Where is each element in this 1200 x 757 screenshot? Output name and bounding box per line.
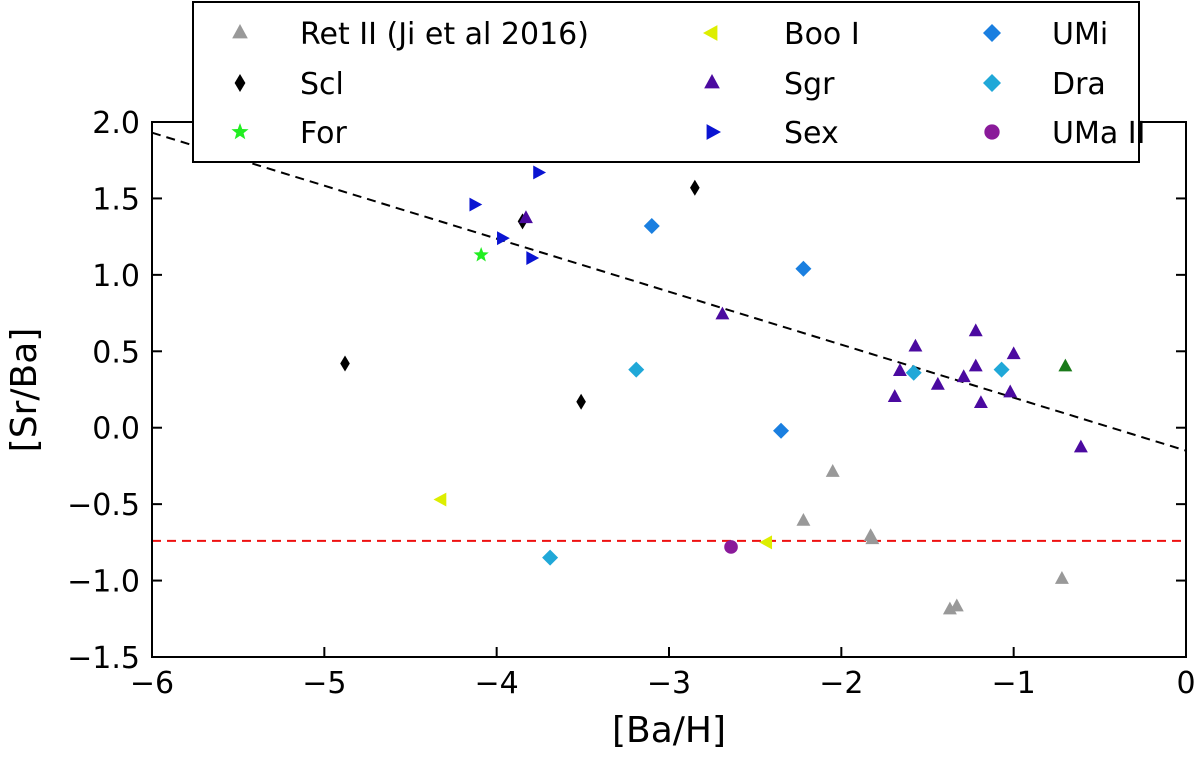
point-scl-0 xyxy=(340,355,350,372)
plot-frame xyxy=(151,121,1187,658)
legend-box xyxy=(192,1,1140,163)
point-sgr-11 xyxy=(1006,346,1021,360)
point-scl-2 xyxy=(576,393,586,410)
legend-label-uma-ii: UMa II xyxy=(1052,116,1145,151)
point-unlabeled-0 xyxy=(1058,358,1073,372)
point-dra-0 xyxy=(628,361,645,378)
point-sex-3 xyxy=(533,165,547,180)
x-axis-label: [Ba/H] xyxy=(612,710,726,751)
point-dra-1 xyxy=(542,549,559,566)
y-tick-label: 0.5 xyxy=(92,335,140,370)
legend-marker-umi xyxy=(983,24,1001,42)
point-sgr-3 xyxy=(892,363,907,376)
point-for-0 xyxy=(473,246,489,262)
x-tick-label: −1 xyxy=(992,666,1036,701)
legend-label-umi: UMi xyxy=(1052,17,1108,52)
trend-line xyxy=(151,131,1187,452)
point-umi-1 xyxy=(795,260,812,277)
legend-marker-ret-ii-ji-et-al-2016 xyxy=(232,24,248,39)
y-tick-label: −1.0 xyxy=(67,565,140,600)
point-sgr-2 xyxy=(887,389,902,402)
point-sgr-1 xyxy=(715,306,730,320)
reference-lines xyxy=(151,131,1187,542)
y-axis-label: [Sr/Ba] xyxy=(4,328,45,453)
y-tick-label: −1.5 xyxy=(67,641,140,676)
x-tick-label: −2 xyxy=(819,666,863,701)
legend: Ret II (Ji et al 2016) Scl For Boo I Sgr Sex U… xyxy=(192,1,1145,163)
legend-marker-scl xyxy=(234,74,246,92)
y-tick-label: 1.5 xyxy=(92,182,140,217)
point-sgr-5 xyxy=(930,376,945,390)
point-scl-3 xyxy=(690,179,700,196)
point-ret-ii-ji-et-al-2016-6 xyxy=(1054,571,1069,584)
legend-marker-dra xyxy=(983,74,1001,92)
legend-label-boo-i: Boo I xyxy=(784,17,860,52)
point-ret-ii-ji-et-al-2016-0 xyxy=(825,464,840,477)
point-sgr-6 xyxy=(956,369,971,383)
point-sgr-10 xyxy=(1003,384,1018,398)
point-sex-1 xyxy=(497,231,510,246)
point-sex-2 xyxy=(526,251,540,265)
legend-label-scl: Scl xyxy=(300,67,344,102)
legend-label-dra: Dra xyxy=(1052,67,1106,102)
x-tick-label: 0 xyxy=(1176,666,1195,701)
legend-marker-boo-i xyxy=(703,25,718,41)
y-tick-label: 1.0 xyxy=(92,259,140,294)
x-tick-label: −4 xyxy=(475,666,519,701)
x-tick-label: −6 xyxy=(130,666,174,701)
point-sgr-12 xyxy=(1073,439,1088,453)
point-sgr-0 xyxy=(519,210,533,224)
point-sgr-7 xyxy=(968,323,983,337)
y-tick-label: 2.0 xyxy=(92,106,140,141)
point-uma-ii-0 xyxy=(724,540,738,554)
point-sgr-8 xyxy=(968,358,983,372)
point-boo-i-1 xyxy=(759,535,773,550)
point-ret-ii-ji-et-al-2016-3 xyxy=(865,531,880,545)
legend-label-ret-ii-ji-et-al-2016: Ret II (Ji et al 2016) xyxy=(300,17,589,52)
point-sgr-9 xyxy=(973,395,988,409)
point-sgr-4 xyxy=(908,338,923,352)
point-dra-2 xyxy=(905,364,922,381)
axes: −6 −5 −4 −3 −2 −1 0 −1.5 −1.0 −0.5 0.0 0.5 1.0 1.5 2.0 xyxy=(67,106,1195,701)
x-tick-label: −5 xyxy=(302,666,346,701)
y-tick-label: −0.5 xyxy=(67,488,140,523)
data-points xyxy=(340,165,1088,615)
legend-label-sgr: Sgr xyxy=(784,67,835,102)
legend-marker-sex xyxy=(706,124,721,140)
point-boo-i-0 xyxy=(433,492,447,507)
x-tick-label: −3 xyxy=(647,666,691,701)
point-sex-0 xyxy=(469,197,483,212)
point-ret-ii-ji-et-al-2016-5 xyxy=(949,598,964,612)
point-umi-0 xyxy=(643,217,660,234)
legend-marker-for xyxy=(231,123,249,140)
point-umi-2 xyxy=(773,422,790,439)
y-tick-label: 0.0 xyxy=(92,412,140,447)
legend-label-sex: Sex xyxy=(784,116,839,151)
legend-marker-sgr xyxy=(704,74,720,89)
point-dra-3 xyxy=(993,361,1010,378)
point-ret-ii-ji-et-al-2016-1 xyxy=(796,512,811,526)
legend-marker-uma-ii xyxy=(984,124,1000,140)
legend-label-for: For xyxy=(300,116,348,151)
